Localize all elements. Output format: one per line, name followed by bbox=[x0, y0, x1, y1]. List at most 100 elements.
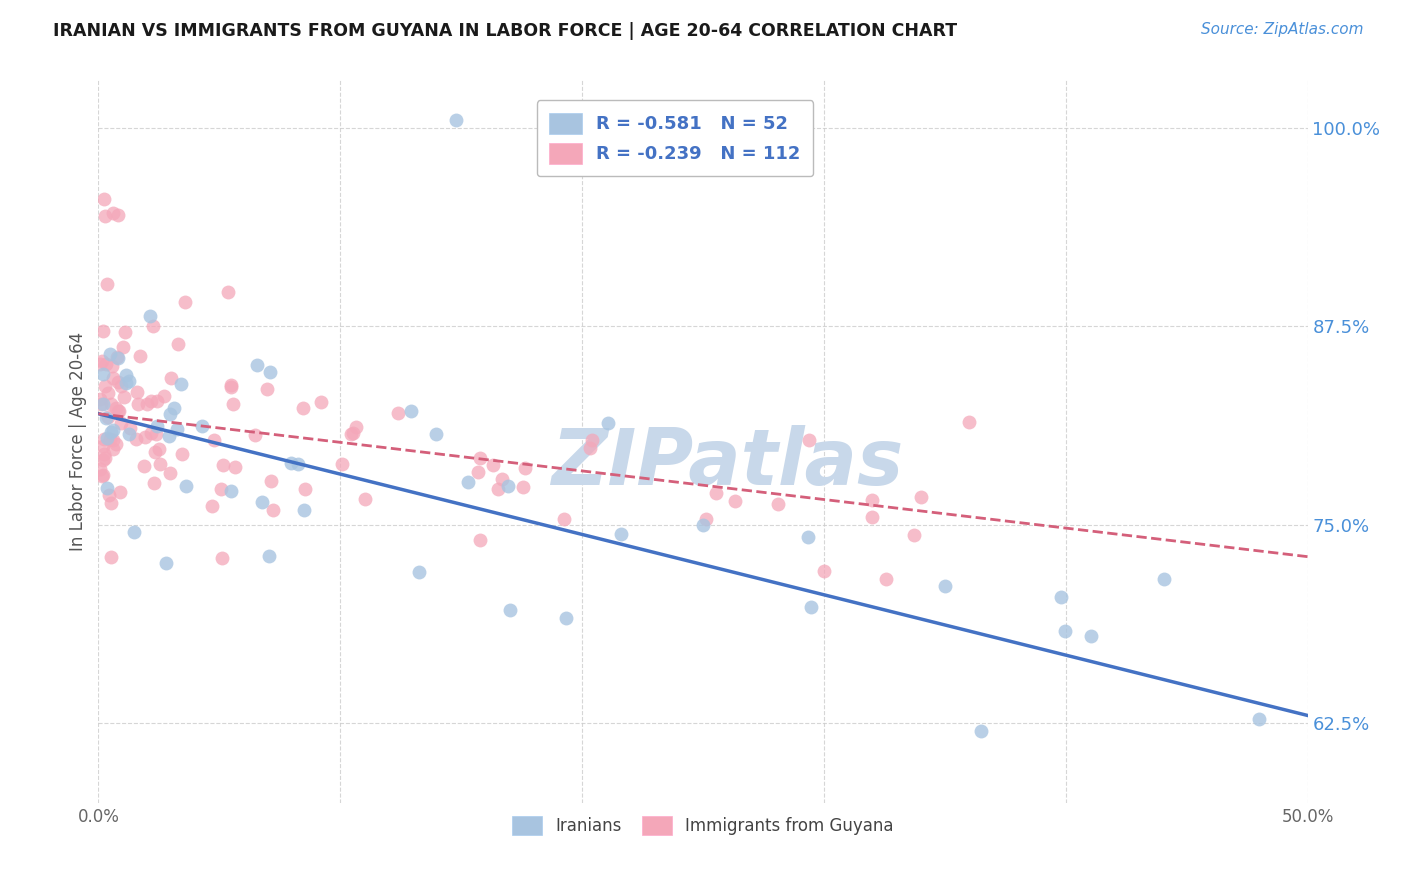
Point bbox=[125, 432, 148, 446]
Point bbox=[766, 497, 789, 511]
Point bbox=[96, 481, 118, 495]
Point bbox=[553, 512, 575, 526]
Point bbox=[149, 457, 172, 471]
Point bbox=[799, 433, 821, 447]
Point bbox=[217, 285, 239, 300]
Point bbox=[875, 572, 897, 586]
Point bbox=[262, 502, 284, 516]
Point bbox=[797, 530, 820, 544]
Point bbox=[115, 376, 138, 390]
Point bbox=[596, 416, 619, 430]
Point bbox=[110, 378, 132, 392]
Point bbox=[260, 474, 283, 488]
Point bbox=[457, 475, 479, 489]
Point bbox=[219, 377, 242, 392]
Point bbox=[170, 447, 193, 461]
Point bbox=[107, 376, 129, 390]
Point bbox=[425, 426, 447, 441]
Point bbox=[1053, 624, 1076, 639]
Point bbox=[114, 325, 136, 339]
Point bbox=[101, 206, 124, 220]
Point bbox=[201, 499, 224, 513]
Point bbox=[512, 480, 534, 494]
Point bbox=[100, 397, 122, 411]
Point bbox=[108, 404, 131, 418]
Point bbox=[498, 479, 520, 493]
Y-axis label: In Labor Force | Age 20-64: In Labor Force | Age 20-64 bbox=[69, 332, 87, 551]
Point bbox=[107, 404, 129, 418]
Point bbox=[467, 465, 489, 479]
Point bbox=[139, 394, 162, 409]
Point bbox=[800, 600, 823, 615]
Point bbox=[610, 527, 633, 541]
Point bbox=[813, 564, 835, 578]
Point bbox=[107, 351, 129, 366]
Point bbox=[174, 479, 197, 493]
Point bbox=[294, 503, 316, 517]
Point bbox=[344, 420, 367, 434]
Point bbox=[91, 469, 114, 483]
Point bbox=[246, 358, 269, 372]
Point bbox=[105, 437, 128, 451]
Point bbox=[211, 550, 233, 565]
Point bbox=[202, 433, 225, 447]
Text: Source: ZipAtlas.com: Source: ZipAtlas.com bbox=[1201, 22, 1364, 37]
Point bbox=[860, 493, 883, 508]
Point bbox=[93, 447, 115, 461]
Point bbox=[146, 394, 169, 409]
Point bbox=[252, 495, 274, 509]
Point bbox=[399, 404, 422, 418]
Point bbox=[89, 357, 111, 371]
Point bbox=[97, 386, 120, 401]
Point bbox=[340, 427, 363, 442]
Point bbox=[309, 395, 332, 409]
Point bbox=[91, 354, 114, 368]
Point bbox=[408, 565, 430, 579]
Point bbox=[91, 367, 114, 381]
Text: IRANIAN VS IMMIGRANTS FROM GUYANA IN LABOR FORCE | AGE 20-64 CORRELATION CHART: IRANIAN VS IMMIGRANTS FROM GUYANA IN LAB… bbox=[53, 22, 957, 40]
Point bbox=[910, 490, 932, 504]
Point bbox=[499, 603, 522, 617]
Point bbox=[222, 397, 245, 411]
Point bbox=[163, 401, 186, 415]
Point bbox=[173, 295, 195, 310]
Point bbox=[94, 357, 117, 371]
Point bbox=[555, 611, 578, 625]
Point bbox=[581, 433, 603, 447]
Point bbox=[159, 467, 181, 481]
Point bbox=[101, 433, 124, 447]
Point bbox=[114, 390, 136, 404]
Point bbox=[190, 419, 212, 434]
Point bbox=[112, 340, 135, 354]
Point bbox=[94, 450, 117, 465]
Point bbox=[167, 337, 190, 351]
Point bbox=[97, 488, 120, 502]
Point bbox=[353, 491, 375, 506]
Point bbox=[482, 458, 505, 473]
Point bbox=[89, 392, 111, 406]
Point bbox=[243, 428, 266, 442]
Point bbox=[219, 483, 242, 498]
Point bbox=[101, 371, 124, 385]
Point bbox=[115, 368, 138, 382]
Point bbox=[145, 426, 167, 441]
Point bbox=[93, 439, 115, 453]
Point bbox=[142, 476, 165, 491]
Point bbox=[143, 444, 166, 458]
Point bbox=[257, 549, 280, 563]
Point bbox=[287, 457, 309, 471]
Point bbox=[513, 460, 536, 475]
Text: ZIPatlas: ZIPatlas bbox=[551, 425, 903, 501]
Point bbox=[100, 425, 122, 439]
Point bbox=[934, 579, 956, 593]
Point bbox=[93, 210, 115, 224]
Point bbox=[100, 549, 122, 564]
Point bbox=[292, 401, 315, 415]
Point bbox=[91, 324, 114, 338]
Point bbox=[155, 557, 177, 571]
Point bbox=[127, 397, 149, 411]
Point bbox=[91, 468, 114, 483]
Point bbox=[446, 113, 468, 128]
Point bbox=[96, 410, 118, 425]
Point bbox=[94, 379, 117, 393]
